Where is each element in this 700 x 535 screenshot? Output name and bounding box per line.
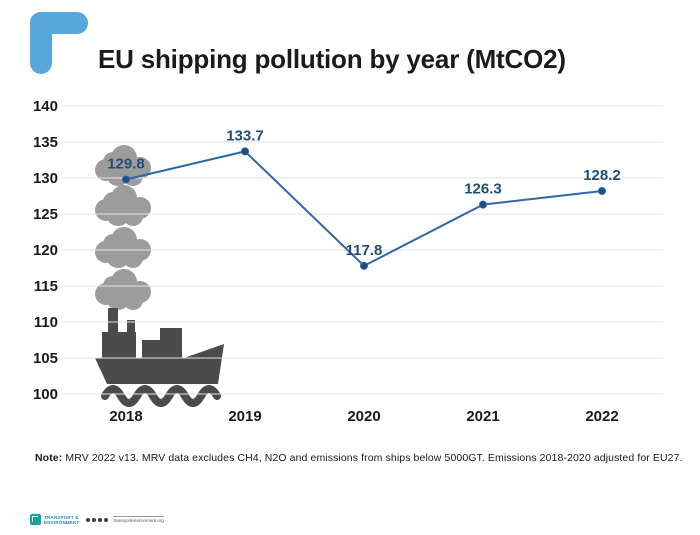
y-axis-tick-label: 130 bbox=[33, 170, 58, 187]
x-axis-tick-label: 2022 bbox=[585, 408, 618, 425]
data-point-marker bbox=[479, 200, 487, 209]
x-axis-tick-label: 2018 bbox=[109, 408, 142, 425]
facebook-icon bbox=[92, 517, 97, 522]
data-point-label: 129.8 bbox=[107, 155, 145, 172]
header: EU shipping pollution by year (MtCO2) bbox=[30, 12, 566, 74]
footer-branding: TRANSPORT & ENVIRONMENT transportenviron… bbox=[30, 514, 164, 525]
youtube-icon bbox=[104, 517, 109, 522]
website-text: transportenvironment.org bbox=[113, 516, 164, 523]
data-point-label: 133.7 bbox=[226, 127, 264, 144]
org-name: TRANSPORT & ENVIRONMENT bbox=[44, 515, 79, 525]
org-name-line2: ENVIRONMENT bbox=[44, 519, 80, 525]
corner-bracket-logo-icon bbox=[30, 12, 88, 74]
linkedin-icon bbox=[98, 517, 103, 522]
data-point-label: 117.8 bbox=[346, 242, 383, 259]
org-name-line1: TRANSPORT & bbox=[44, 514, 79, 520]
smoke-cloud-icon bbox=[95, 227, 151, 268]
polluting-ship-illustration bbox=[95, 145, 224, 407]
x-axis-tick-label: 2021 bbox=[466, 408, 499, 425]
y-axis-tick-label: 105 bbox=[33, 350, 58, 367]
smoke-cloud-icon bbox=[95, 145, 151, 186]
data-point-marker bbox=[241, 147, 249, 156]
x-axis-tick-label: 2019 bbox=[228, 408, 261, 425]
y-axis-tick-label: 115 bbox=[34, 278, 58, 295]
footnote-text: MRV 2022 v13. MRV data excludes CH4, N2O… bbox=[62, 452, 683, 464]
data-point-label: 128.2 bbox=[583, 167, 621, 184]
page-title: EU shipping pollution by year (MtCO2) bbox=[98, 44, 566, 74]
data-point-label: 126.3 bbox=[464, 181, 502, 198]
social-icons-row bbox=[86, 517, 109, 522]
y-axis-tick-label: 110 bbox=[34, 314, 58, 331]
twitter-icon bbox=[86, 517, 91, 522]
smoke-clouds-icon bbox=[95, 145, 151, 310]
y-axis-tick-label: 120 bbox=[33, 242, 58, 259]
y-axis-tick-label: 100 bbox=[33, 386, 58, 403]
y-axis-tick-label: 125 bbox=[33, 206, 58, 223]
data-point-marker bbox=[360, 261, 368, 270]
footnote-label: Note: bbox=[35, 452, 63, 464]
smoke-cloud-icon bbox=[95, 269, 151, 310]
line-chart: 100 105 110 115 120 125 130 135 140 2018 2019 2020 2… bbox=[33, 98, 663, 425]
data-point-marker bbox=[122, 175, 130, 184]
x-axis-tick-label: 2020 bbox=[347, 408, 380, 425]
cargo-ship-icon bbox=[95, 308, 224, 407]
transport-environment-logo-icon bbox=[30, 514, 41, 525]
y-axis-tick-label: 140 bbox=[33, 98, 58, 115]
footnote: Note: MRV 2022 v13. MRV data excludes CH… bbox=[35, 452, 683, 464]
data-point-marker bbox=[598, 186, 606, 195]
y-axis-tick-label: 135 bbox=[33, 134, 58, 151]
